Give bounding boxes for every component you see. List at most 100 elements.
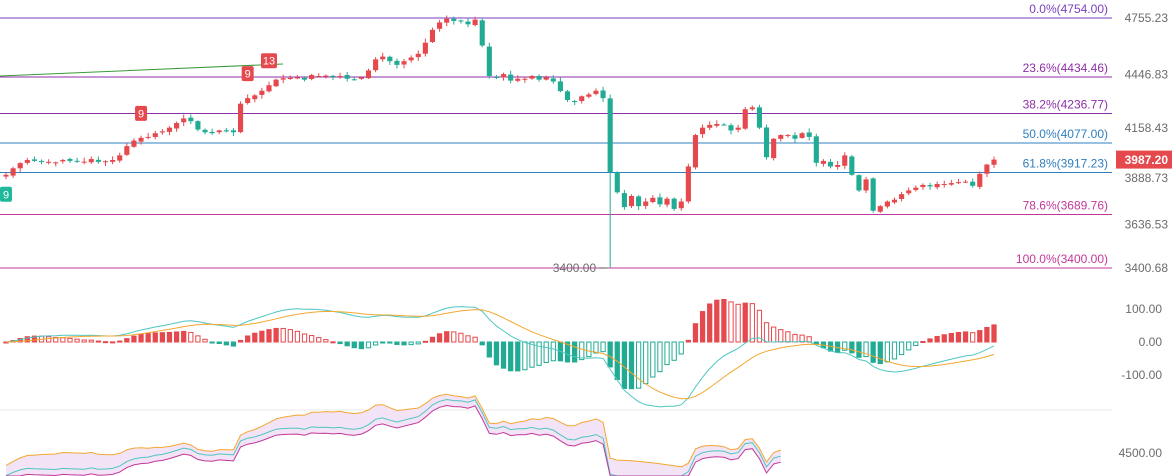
candle-body: [145, 136, 151, 138]
macd-histogram-bar: [948, 332, 954, 343]
candle-body: [174, 123, 180, 129]
candle-body: [67, 158, 73, 161]
candle-body: [17, 163, 23, 169]
candle-body: [24, 159, 30, 163]
macd-histogram-bar: [380, 341, 386, 344]
sequence-marker-badge: [241, 66, 254, 82]
candle-body: [74, 160, 80, 162]
macd-histogram-bar: [799, 334, 805, 343]
macd-histogram-bar: [849, 341, 855, 354]
candle-body: [223, 130, 229, 132]
macd-histogram-bar: [991, 324, 997, 343]
candle-body: [486, 46, 492, 76]
lower-indicator-pane: 4500.00: [5, 393, 1163, 476]
candle-body: [458, 20, 464, 22]
candle-body: [10, 168, 16, 176]
candle-body: [906, 190, 912, 194]
candle-body: [365, 70, 372, 79]
fib-label: 0.0%(4754.00): [1029, 2, 1108, 16]
lower-tick-label: 4500.00: [1119, 446, 1163, 460]
macd-histogram-bar: [145, 333, 151, 343]
sequence-marker-label: 9: [138, 108, 144, 120]
macd-histogram-bar: [88, 339, 94, 343]
macd-histogram-bar: [479, 341, 485, 346]
sequence-marker-badge: [0, 186, 12, 202]
macd-histogram-bar: [344, 341, 350, 347]
candle-body: [913, 187, 919, 190]
macd-histogram-bar: [394, 341, 400, 345]
candle-body: [728, 125, 734, 131]
candle-body: [586, 94, 592, 97]
candle-body: [415, 53, 421, 58]
fib-retracement-layer: 0.0%(4754.00) 23.6%(4434.46) 38.2%(4236.77…: [0, 2, 1112, 269]
macd-histogram-bar: [884, 341, 891, 363]
candle-body: [870, 178, 876, 211]
macd-histogram-bar: [252, 332, 258, 343]
candle-body: [756, 107, 762, 128]
last-price-badge: [1116, 150, 1172, 169]
candle-body: [209, 131, 215, 134]
macd-histogram-bar: [920, 340, 926, 343]
macd-histogram-bar: [223, 341, 229, 346]
candle-body: [771, 138, 777, 159]
macd-histogram-bar: [962, 331, 969, 343]
macd-histogram-bar: [778, 329, 784, 343]
macd-histogram-bar: [685, 339, 691, 343]
sequence-markers-layer: 9 9 9 13: [0, 53, 277, 202]
candle-body: [963, 181, 969, 183]
candle-body: [564, 91, 571, 100]
fib-label: 23.6%(4434.46): [1023, 61, 1108, 75]
macd-histogram-bar: [117, 340, 123, 343]
macd-histogram-bar: [564, 341, 571, 363]
macd-histogram-bar: [941, 334, 947, 343]
candle-body: [849, 156, 855, 175]
macd-histogram-bar: [970, 332, 976, 343]
lower-band-line: [6, 404, 781, 476]
candle-body: [358, 77, 364, 79]
macd-histogram-bar: [237, 339, 244, 343]
candle-body: [572, 101, 578, 103]
macd-histogram-bar: [81, 339, 87, 343]
macd-dif-line: [5, 306, 995, 408]
price-tick-label: 3636.53: [1125, 217, 1169, 231]
macd-histogram-bar: [436, 333, 443, 343]
low-annotation-layer: 3400.00: [553, 261, 608, 275]
candle-body: [337, 75, 343, 78]
macd-histogram-bar: [891, 341, 898, 360]
candle-body: [920, 184, 926, 188]
macd-tick-label: 0.00: [1139, 335, 1163, 349]
candle-body: [785, 135, 791, 137]
macd-histogram-bar: [635, 341, 642, 389]
macd-histogram-bar: [927, 338, 933, 343]
macd-histogram-bar: [621, 341, 628, 390]
sequence-marker-label: 13: [263, 56, 275, 68]
candle-body: [245, 98, 251, 104]
candle-body: [394, 60, 400, 65]
price-tick-label: 4158.43: [1125, 121, 1169, 135]
candle-body: [664, 198, 670, 205]
macd-histogram-bar: [245, 335, 251, 343]
candle-body: [401, 61, 407, 65]
price-tick-label: 4755.23: [1125, 11, 1169, 25]
macd-histogram-bar: [429, 336, 436, 343]
price-tick-label: 3888.73: [1125, 171, 1169, 185]
candle-body: [238, 103, 244, 133]
candle-body: [252, 95, 258, 100]
macd-histogram-bar: [906, 341, 912, 351]
macd-histogram-bar: [152, 332, 158, 343]
macd-histogram-bar: [280, 327, 286, 343]
macd-histogram-bar: [913, 341, 919, 347]
candle-body: [166, 127, 173, 132]
macd-histogram-bar: [138, 333, 144, 343]
candle-body: [3, 174, 9, 177]
candle-body: [493, 77, 500, 79]
macd-histogram-bar: [792, 333, 798, 343]
candle-body: [991, 159, 997, 165]
candle-body: [408, 57, 414, 61]
macd-histogram-bar: [856, 341, 862, 358]
macd-histogram-bar: [401, 341, 407, 346]
price-tick-label: 4446.83: [1125, 68, 1169, 82]
macd-histogram-bar: [500, 341, 507, 369]
candle-body: [955, 182, 962, 184]
